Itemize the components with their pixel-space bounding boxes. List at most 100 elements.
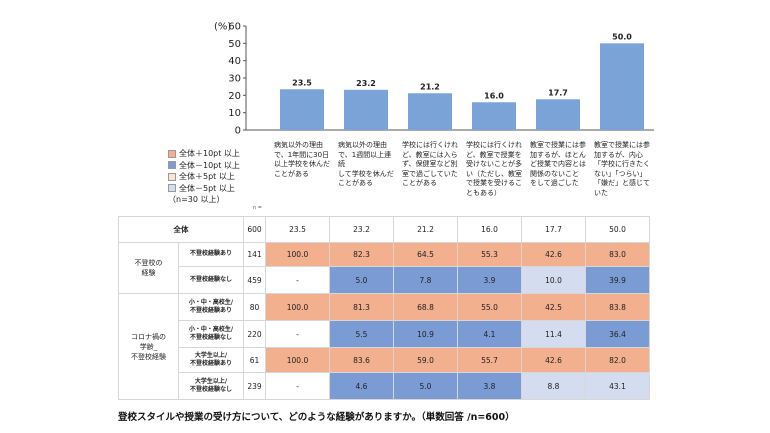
column-header-line: いた (594, 188, 608, 197)
bar (408, 93, 452, 130)
column-header-line: 「学校に行きたく (594, 160, 650, 169)
value-cell: 64.5 (393, 242, 458, 267)
legend-item: 全体－5pt 以上 (168, 183, 240, 195)
row-label: 大学生以上/不登校経験なし (178, 372, 244, 400)
crosstab-table: 全体 600 23.5 23.2 21.2 16.0 17.7 50.0 不登校の 経験 不登校経験… (118, 216, 650, 400)
column-header: 学校には行くけれ ど、教室で授業を 受けないことが多 い（ただし、教室 で授業を受けるこ… (466, 141, 524, 199)
n-cell: 459 (243, 266, 266, 294)
bar (280, 89, 324, 130)
value-cell: 50.0 (585, 216, 650, 243)
value-cell: 4.1 (457, 320, 522, 348)
row-label-line: 不登校経験なし (189, 386, 232, 393)
column-header-line: で授業を受けるこ (466, 179, 522, 188)
row-label: 大学生以上/不登校経験あり (178, 347, 244, 373)
y-tick-label: 40 (228, 56, 241, 67)
column-header-line: 加するが、内心 (594, 150, 643, 159)
row-label: 不登校経験あり (178, 242, 244, 267)
value-cell: 42.5 (521, 293, 586, 321)
table-row: 不登校の 経験 不登校経験あり 141 100.0 82.3 64.5 55.3 42.6 83.… (118, 242, 650, 294)
row-label-line: 小・中・高校生/ (188, 325, 234, 333)
legend-item: 全体＋10pt 以上 (168, 148, 240, 160)
bar (600, 43, 644, 131)
y-tick-label: 50 (228, 39, 241, 50)
column-header: 病気以外の理由 で、1年間に30日 以上学校を休んだ ことがある (274, 141, 332, 179)
legend-item: 全体＋5pt 以上 (168, 171, 240, 183)
value-cell: 55.7 (457, 347, 522, 373)
row-label-total: 全体 (118, 216, 244, 243)
bar (536, 99, 580, 130)
value-cell: 59.0 (393, 347, 458, 373)
group-label: コロナ禍の 学齢_ 不登校経験 (118, 293, 179, 400)
bar-chart: 0 10 20 30 40 50 60(%) 23.5 23.2 21.2 16.0 17.7 50.0 (214, 22, 654, 137)
row-label: 不登校経験なし (178, 266, 244, 294)
group-label-line: 不登校経験 (131, 352, 166, 361)
legend-label: 全体＋10pt 以上 (179, 149, 240, 158)
value-cell: 68.8 (393, 293, 458, 321)
row-label-line: 大学生以上/ (194, 351, 228, 359)
value-cell: 42.6 (521, 242, 586, 267)
group-label-line: 経験 (141, 269, 156, 277)
n-cell: 600 (243, 216, 266, 243)
n-cell: 141 (243, 242, 266, 267)
column-header-line: 学校には行くけれ (402, 141, 458, 149)
column-header-line: で、1年間に30日 (274, 150, 330, 159)
n-cell: 239 (243, 372, 266, 400)
bar-value-label: 50.0 (612, 32, 632, 41)
value-cell: 43.1 (585, 372, 650, 400)
column-header-line: ことがある (402, 179, 437, 188)
column-header-line: 教室で授業には参 (594, 141, 650, 149)
row-label-line: 大学生以上/ (194, 377, 228, 385)
column-header-line: 病気以外の理由 (338, 141, 387, 149)
legend: 全体＋10pt 以上 全体－10pt 以上 全体＋5pt 以上 全体－5pt 以上 （n… (168, 148, 240, 206)
table-row: 大学生以上/不登校経験あり 61 100.0 83.6 59.0 55.7 42.6 82.0 (119, 347, 650, 373)
column-header-line: 加するが、ほとん (530, 150, 586, 159)
bar-value-label: 16.0 (484, 91, 504, 100)
column-header-line: 学校には行くけれ (466, 141, 522, 149)
bar (472, 102, 516, 130)
value-cell: 81.3 (329, 293, 394, 321)
y-tick-label: 60 (228, 22, 241, 33)
table-row: 大学生以上/不登校経験なし 239-4.6 5.0 3.8 8.8 43.1 (119, 372, 650, 400)
column-header-line: ことがある (274, 169, 309, 178)
bar-value-label: 21.2 (420, 82, 440, 91)
row-label-line: 不登校経験なし (189, 275, 232, 283)
value-cell: 100.0 (265, 242, 330, 267)
table-row: コロナ禍の 学齢_ 不登校経験 小・中・高校生/不登校経験あり 80 100.0 81.3 6… (118, 293, 650, 400)
column-header-line: ず、保健室など別 (402, 160, 458, 169)
group-label-line: 学齢_ (139, 342, 158, 351)
column-header-line: 病気以外の理由 (274, 141, 323, 149)
value-cell: 55.0 (457, 293, 522, 321)
legend-note: （n=30 以上） (168, 195, 225, 204)
column-header-line: ど、教室で授業を (466, 150, 522, 159)
column-header: 学校には行くけれ ど、教室には入ら ず、保健室など別 室で過ごしていた ことがある (402, 141, 460, 189)
value-cell: - (265, 266, 330, 294)
group-label-line: コロナ禍の (131, 332, 166, 341)
value-cell: 100.0 (265, 347, 330, 373)
value-cell: 23.2 (329, 216, 394, 243)
value-cell: 3.8 (457, 372, 522, 400)
value-cell: - (265, 372, 330, 400)
column-header: 教室で授業には参 加するが、内心 「学校に行きたく ない」「つらい」 「嫌だ」と感じてい… (594, 141, 652, 199)
column-header: 病気以外の理由 で、1週間以上連続 して学校を休んだ ことがある (338, 141, 396, 189)
value-cell: 7.8 (393, 266, 458, 294)
legend-swatch (168, 161, 176, 170)
column-header-line: で、1週間以上連続 (338, 150, 392, 169)
value-cell: 82.3 (329, 242, 394, 267)
value-cell: - (265, 320, 330, 348)
legend-label: 全体－10pt 以上 (179, 160, 240, 170)
column-header-line: 受けないことが多 (466, 160, 522, 169)
y-tick-label: 0 (235, 126, 241, 137)
column-header-line: 以上学校を休んだ (274, 160, 330, 169)
value-cell: 5.0 (329, 266, 394, 294)
legend-swatch (168, 184, 176, 193)
y-tick-label: 10 (228, 108, 241, 119)
column-header-line: 室で過ごしていた (402, 169, 458, 178)
value-cell: 23.5 (265, 216, 330, 243)
bar-value-label: 23.2 (356, 79, 376, 88)
row-label-line: 不登校経験あり (189, 360, 232, 367)
n-cell: 80 (243, 293, 266, 321)
value-cell: 83.8 (585, 293, 650, 321)
value-cell: 3.9 (457, 266, 522, 294)
bar (344, 89, 388, 130)
value-cell: 10.0 (521, 266, 586, 294)
